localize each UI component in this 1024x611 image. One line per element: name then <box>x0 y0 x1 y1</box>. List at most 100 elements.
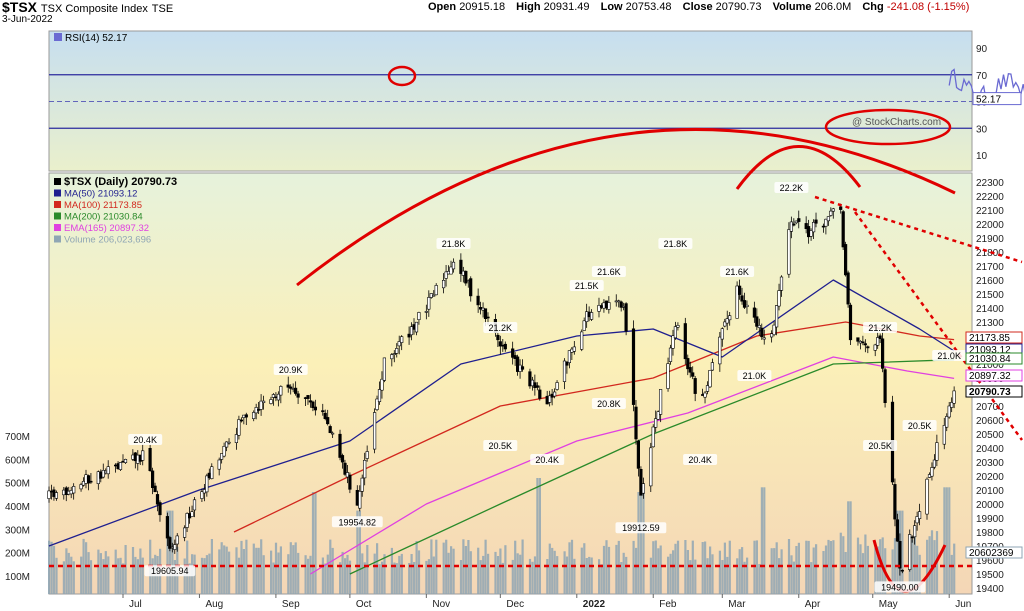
candle-body <box>723 321 727 327</box>
volume-bar <box>652 541 655 594</box>
peak-label-bg <box>436 238 471 249</box>
volume-bar <box>637 492 640 594</box>
volume-bar <box>746 557 749 594</box>
peak-label-bg <box>591 266 626 277</box>
volume-bar <box>839 532 842 594</box>
volume-bar <box>755 540 758 594</box>
candle-body <box>757 324 761 328</box>
candle-body <box>725 318 729 324</box>
price-tick-label: 22000 <box>976 220 1004 231</box>
candle-body <box>735 285 739 319</box>
volume-bar <box>87 552 90 594</box>
trough-label-bg <box>591 398 626 409</box>
volume-bar <box>718 550 721 594</box>
volume-bar <box>240 540 243 594</box>
candle-body <box>639 468 643 496</box>
volume-bar <box>602 545 606 594</box>
candle-body <box>710 362 714 371</box>
volume-bar <box>141 557 144 594</box>
volume-bar <box>792 561 795 594</box>
volume-bar <box>80 556 83 594</box>
candle-body <box>348 474 352 490</box>
candle-body <box>548 395 552 403</box>
volume-bar <box>607 546 611 594</box>
volume-bar <box>847 501 850 594</box>
volume-bar <box>452 548 455 594</box>
candle-body <box>624 303 628 332</box>
volume-bar <box>911 539 914 594</box>
candle-body <box>772 324 776 336</box>
legend-swatch <box>54 178 61 185</box>
volume-bar <box>274 542 278 594</box>
candle-body <box>382 357 387 381</box>
volume-bar <box>741 547 744 594</box>
candle-body <box>908 534 912 570</box>
candle-body <box>863 343 867 346</box>
candle-body <box>183 527 187 538</box>
volume-bar <box>102 559 105 594</box>
rsi-last-tag <box>972 92 1022 106</box>
candle-body <box>498 341 502 347</box>
x-tick-label: Oct <box>356 599 372 610</box>
right-value-label: 21030.84 <box>969 354 1011 365</box>
candle-body <box>375 398 379 410</box>
peak-label: 22.2K <box>780 183 804 193</box>
volume-label: Volume <box>772 1 812 13</box>
volume-bar <box>711 554 714 594</box>
chart-title: $TSX TSX Composite Index TSE <box>2 0 173 15</box>
x-tick-label: Dec <box>506 599 524 610</box>
volume-bar <box>432 556 435 594</box>
volume-bar <box>726 556 729 594</box>
candle-body <box>567 350 571 364</box>
candle-body <box>582 320 586 331</box>
volume-bar <box>479 560 482 594</box>
volume-bar <box>531 561 534 594</box>
candle-body <box>533 382 537 389</box>
candle-body <box>654 418 658 428</box>
trough-label: 20.5K <box>868 441 892 451</box>
candle-body <box>511 348 515 358</box>
trough-label-bg <box>874 581 926 593</box>
candle-body <box>434 285 438 296</box>
candle-body <box>222 445 226 457</box>
volume-bar <box>331 547 334 594</box>
trough-label: 20.5K <box>489 441 513 451</box>
candle-body <box>619 301 623 308</box>
candle-body <box>935 442 939 461</box>
volume-bar <box>203 558 206 594</box>
open-value: 20915.18 <box>459 1 506 13</box>
volume-bar <box>861 553 865 594</box>
price-tick-label: 21000 <box>976 360 1004 371</box>
volume-bar <box>393 562 396 594</box>
candle-body <box>515 356 520 372</box>
volume-bar <box>289 542 292 594</box>
price-tick-label: 21600 <box>976 276 1004 287</box>
candle-body <box>831 208 835 212</box>
volume-bar <box>706 558 709 594</box>
peak-label-bg <box>720 266 755 277</box>
price-tick-label: 20200 <box>976 472 1004 483</box>
volume-bar <box>223 545 226 594</box>
candle-body <box>259 400 263 410</box>
price-tick-label: 20600 <box>976 416 1004 427</box>
volume-bar <box>413 562 416 594</box>
x-tick-label: Jul <box>129 599 142 610</box>
candle-body <box>797 218 801 222</box>
volume-bar <box>810 562 813 594</box>
candle-body <box>464 270 468 284</box>
right-value-tag <box>965 385 1023 398</box>
volume-bar <box>292 545 295 594</box>
volume-bar <box>775 542 778 594</box>
volume-bar <box>427 559 430 594</box>
volume-bar <box>709 546 712 594</box>
candle-body <box>589 312 594 320</box>
candle-body <box>617 300 621 303</box>
candle-body <box>486 316 490 319</box>
right-value-tag <box>965 546 1023 559</box>
volume-bar <box>168 510 171 594</box>
candle-body <box>777 290 781 307</box>
candle-body <box>848 304 853 341</box>
price-tick-label: 21500 <box>976 290 1004 301</box>
candle-body <box>673 326 677 339</box>
candle-body <box>649 447 653 487</box>
